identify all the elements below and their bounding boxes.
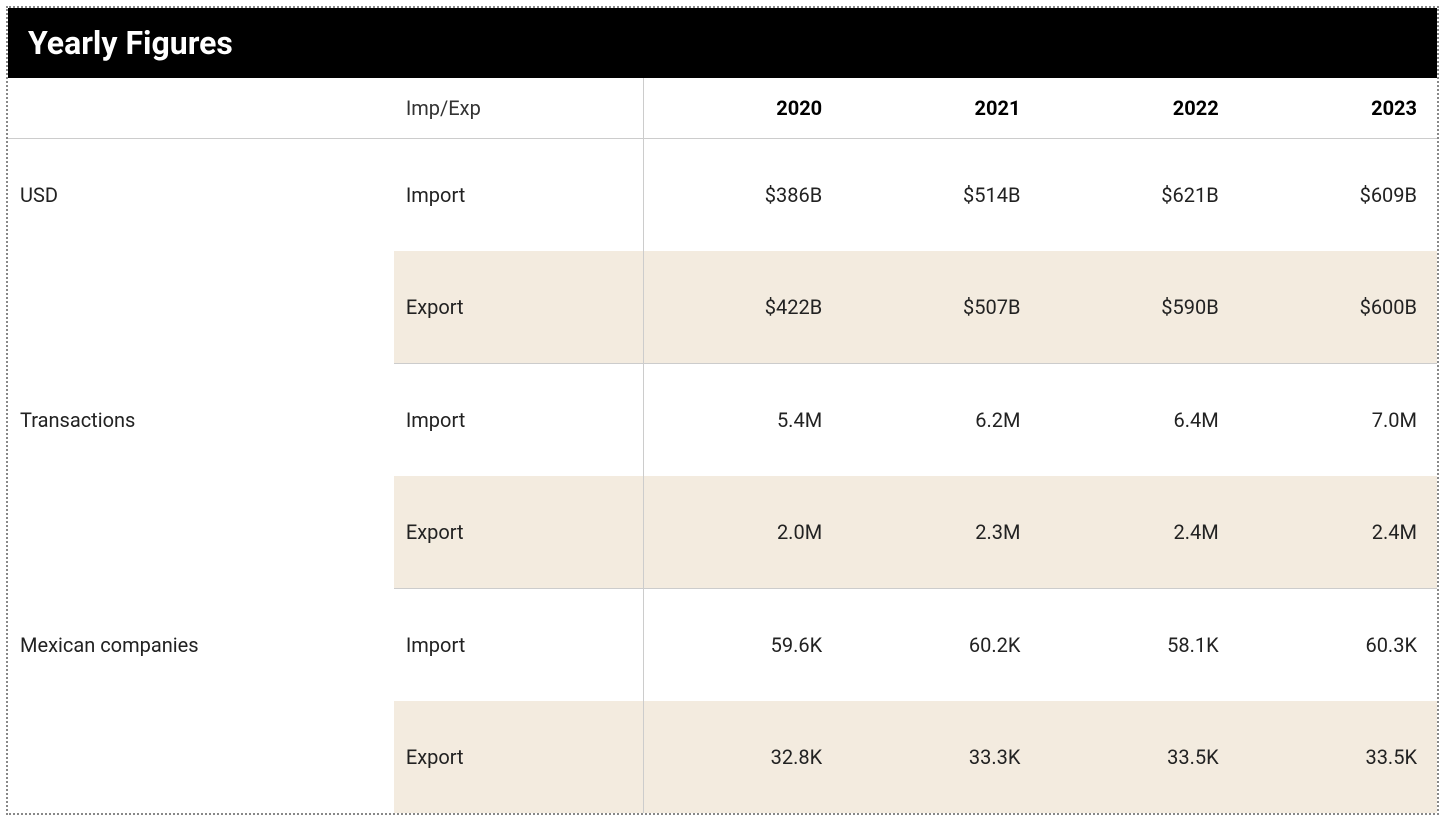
impexp-label: Export — [394, 251, 644, 364]
metric-label-transactions: Transactions — [8, 364, 394, 589]
yearly-figures-table: Imp/Exp 2020 2021 2022 2023 USD Import $… — [8, 78, 1437, 813]
cell-value: 6.4M — [1040, 364, 1238, 477]
metric-label-usd: USD — [8, 139, 394, 364]
impexp-label: Import — [394, 139, 644, 252]
cell-value: 58.1K — [1040, 589, 1238, 702]
cell-value: 32.8K — [644, 701, 842, 813]
cell-value: 5.4M — [644, 364, 842, 477]
cell-value: $621B — [1040, 139, 1238, 252]
table-title: Yearly Figures — [8, 8, 1437, 78]
header-year-2023: 2023 — [1239, 78, 1437, 139]
cell-value: $600B — [1239, 251, 1437, 364]
header-impexp: Imp/Exp — [394, 78, 644, 139]
impexp-label: Export — [394, 701, 644, 813]
cell-value: $590B — [1040, 251, 1238, 364]
cell-value: $609B — [1239, 139, 1437, 252]
impexp-label: Import — [394, 589, 644, 702]
cell-value: $386B — [644, 139, 842, 252]
impexp-label: Export — [394, 476, 644, 589]
table-row: Transactions Import 5.4M 6.2M 6.4M 7.0M — [8, 364, 1437, 477]
header-metric — [8, 78, 394, 139]
header-year-2020: 2020 — [644, 78, 842, 139]
table-row: USD Import $386B $514B $621B $609B — [8, 139, 1437, 252]
header-year-2021: 2021 — [842, 78, 1040, 139]
header-year-2022: 2022 — [1040, 78, 1238, 139]
cell-value: 2.4M — [1239, 476, 1437, 589]
cell-value: 7.0M — [1239, 364, 1437, 477]
cell-value: 33.3K — [842, 701, 1040, 813]
cell-value: 6.2M — [842, 364, 1040, 477]
impexp-label: Import — [394, 364, 644, 477]
cell-value: 2.4M — [1040, 476, 1238, 589]
metric-label-mexican-companies: Mexican companies — [8, 589, 394, 814]
cell-value: 33.5K — [1040, 701, 1238, 813]
cell-value: 33.5K — [1239, 701, 1437, 813]
cell-value: $422B — [644, 251, 842, 364]
cell-value: 60.3K — [1239, 589, 1437, 702]
cell-value: 59.6K — [644, 589, 842, 702]
yearly-figures-table-container: Yearly Figures Imp/Exp 2020 2021 2022 20… — [6, 6, 1439, 815]
cell-value: $507B — [842, 251, 1040, 364]
table-header-row: Imp/Exp 2020 2021 2022 2023 — [8, 78, 1437, 139]
table-row: Mexican companies Import 59.6K 60.2K 58.… — [8, 589, 1437, 702]
cell-value: 60.2K — [842, 589, 1040, 702]
cell-value: 2.3M — [842, 476, 1040, 589]
cell-value: 2.0M — [644, 476, 842, 589]
cell-value: $514B — [842, 139, 1040, 252]
